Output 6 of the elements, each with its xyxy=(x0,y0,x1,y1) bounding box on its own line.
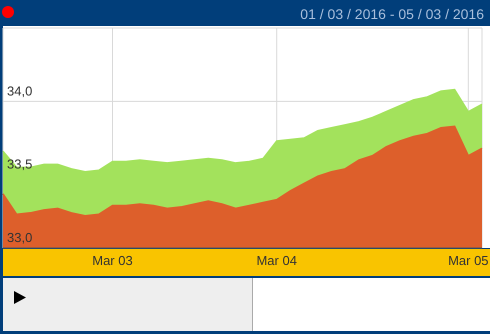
x-tick-label: Mar 04 xyxy=(256,253,297,268)
x-tick-label: Mar 05 xyxy=(448,253,489,268)
chart-title: 01 / 03 / 2016 - 05 / 03 / 2016 xyxy=(300,6,484,22)
y-tick-label: 33,0 xyxy=(7,230,32,245)
y-tick-label: 34,0 xyxy=(7,83,32,98)
x-tick-label: Mar 03 xyxy=(92,253,133,268)
